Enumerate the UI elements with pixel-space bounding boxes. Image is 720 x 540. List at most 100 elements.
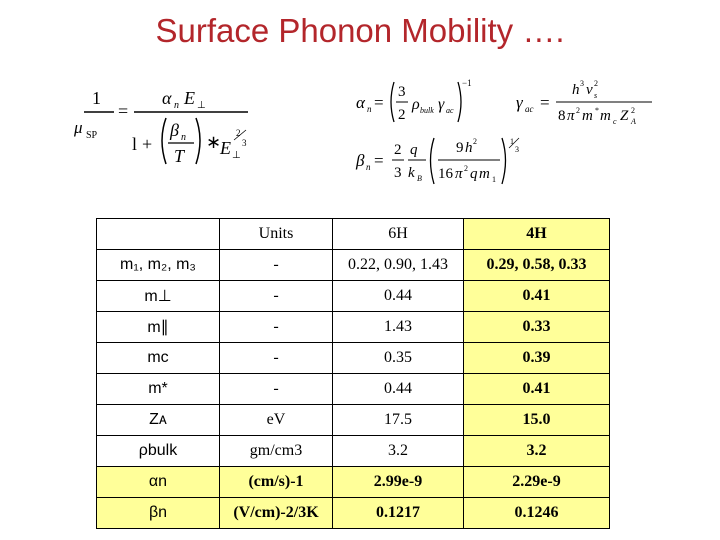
svg-text:3: 3 [515,145,519,154]
units-cell: - [219,280,333,312]
svg-text:=: = [374,93,384,112]
table-row: αn (cm/s)-1 2.99e-9 2.29e-9 [96,466,610,498]
table-header-row: Units 6H 4H [96,218,610,250]
svg-text:ac: ac [525,104,534,114]
svg-text:m: m [582,108,593,124]
table-row: m∥ - 1.43 0.33 [96,311,610,343]
svg-text:c: c [613,117,617,126]
svg-text:h: h [465,140,473,156]
slide-title: Surface Phonon Mobility …. [155,12,565,49]
param-cell: m₁, m₂, m₃ [96,249,220,281]
header-units: Units [219,218,333,250]
header-4h: 4H [463,218,610,250]
svg-text:3: 3 [398,84,406,100]
value-6h-cell: 0.22, 0.90, 1.43 [332,249,464,281]
units-cell: (V/cm)-2/3K [219,497,333,529]
table-row: mᴄ - 0.35 0.39 [96,342,610,374]
header-cell [96,218,220,250]
svg-text:⊥: ⊥ [197,100,206,111]
param-cell: m⊥ [96,280,220,312]
units-cell: - [219,249,333,281]
value-4h-cell: 0.39 [463,342,610,374]
svg-text:γ: γ [438,96,445,113]
svg-text:=: = [374,151,384,170]
parameter-table: Units 6H 4H m₁, m₂, m₃ - 0.22, 0.90, 1.4… [96,218,610,529]
svg-text:n: n [367,104,372,114]
svg-text:μ: μ [73,118,83,137]
svg-text:Z: Z [620,108,629,124]
header-6h: 6H [332,218,464,250]
svg-text:n: n [174,100,179,111]
value-4h-cell: 0.41 [463,280,610,312]
svg-text:B: B [417,174,422,183]
param-cell: ρbulk [96,435,220,467]
svg-text:π: π [455,166,463,182]
svg-text:∗: ∗ [206,132,221,152]
svg-text:h: h [572,82,580,98]
svg-text:ρ: ρ [411,96,420,113]
alpha-n-equation: α n = 3 2 ρ bulk γ ac −1 [356,78,472,123]
svg-text:2: 2 [631,106,635,115]
svg-text:3: 3 [580,79,584,88]
svg-text:α: α [162,88,172,108]
param-cell: Zᴀ [96,404,220,436]
value-4h-cell: 15.0 [463,404,610,436]
svg-text:π: π [567,108,575,124]
table-row: m⊥ - 0.44 0.41 [96,280,610,312]
value-4h-cell: 0.1246 [463,497,610,529]
svg-text:2: 2 [398,107,406,123]
param-cell: βn [96,497,220,529]
beta-n-equation: β n = 2 3 q k B 9 h 2 16 π 2 q m 1 1 3 [355,137,520,185]
units-cell: - [219,342,333,374]
svg-text:1: 1 [92,88,101,108]
param-cell: mᴄ [96,342,220,374]
value-6h-cell: 0.35 [332,342,464,374]
svg-text:bulk: bulk [420,106,434,115]
value-6h-cell: 0.44 [332,373,464,405]
units-cell: - [219,373,333,405]
svg-text:l: l [132,134,137,154]
svg-text:s: s [594,91,597,100]
svg-text:*: * [595,106,599,115]
units-cell: (cm/s)-1 [219,466,333,498]
value-6h-cell: 0.44 [332,280,464,312]
svg-text:α: α [356,93,366,112]
svg-text:n: n [181,132,186,143]
units-cell: eV [219,404,333,436]
value-6h-cell: 3.2 [332,435,464,467]
svg-text:1: 1 [510,137,514,146]
svg-text:2: 2 [394,142,402,158]
value-4h-cell: 0.33 [463,311,610,343]
svg-text:2: 2 [473,137,477,146]
svg-text:β: β [355,151,365,170]
svg-text:SP: SP [86,130,98,141]
value-4h-cell: 0.29, 0.58, 0.33 [463,249,610,281]
table-row: Zᴀ eV 17.5 15.0 [96,404,610,436]
svg-text:2: 2 [594,79,598,88]
svg-text:9: 9 [456,140,464,156]
svg-text:3: 3 [242,138,247,148]
value-6h-cell: 0.1217 [332,497,464,529]
svg-text:q: q [410,142,418,158]
gamma-ac-equation: γ ac = h 3 v 2 s 8 π 2 m * m c Z 2 A [516,79,652,126]
svg-text:T: T [174,146,186,166]
svg-text:q: q [470,166,478,182]
value-4h-cell: 3.2 [463,435,610,467]
svg-text:1: 1 [492,175,496,184]
param-cell: m∥ [96,311,220,343]
svg-text:E: E [219,138,231,158]
svg-text:2: 2 [236,128,241,138]
table-row: m* - 0.44 0.41 [96,373,610,405]
units-cell: gm/cm3 [219,435,333,467]
svg-text:−1: −1 [462,78,472,88]
svg-text:8: 8 [558,108,566,124]
table-row: βn (V/cm)-2/3K 0.1217 0.1246 [96,497,610,529]
svg-text:m: m [600,108,611,124]
svg-text:=: = [118,101,128,121]
svg-text:3: 3 [394,165,402,181]
param-cell: αn [96,466,220,498]
svg-text:⊥: ⊥ [232,150,241,161]
table-row: ρbulk gm/cm3 3.2 3.2 [96,435,610,467]
value-6h-cell: 1.43 [332,311,464,343]
param-cell: m* [96,373,220,405]
